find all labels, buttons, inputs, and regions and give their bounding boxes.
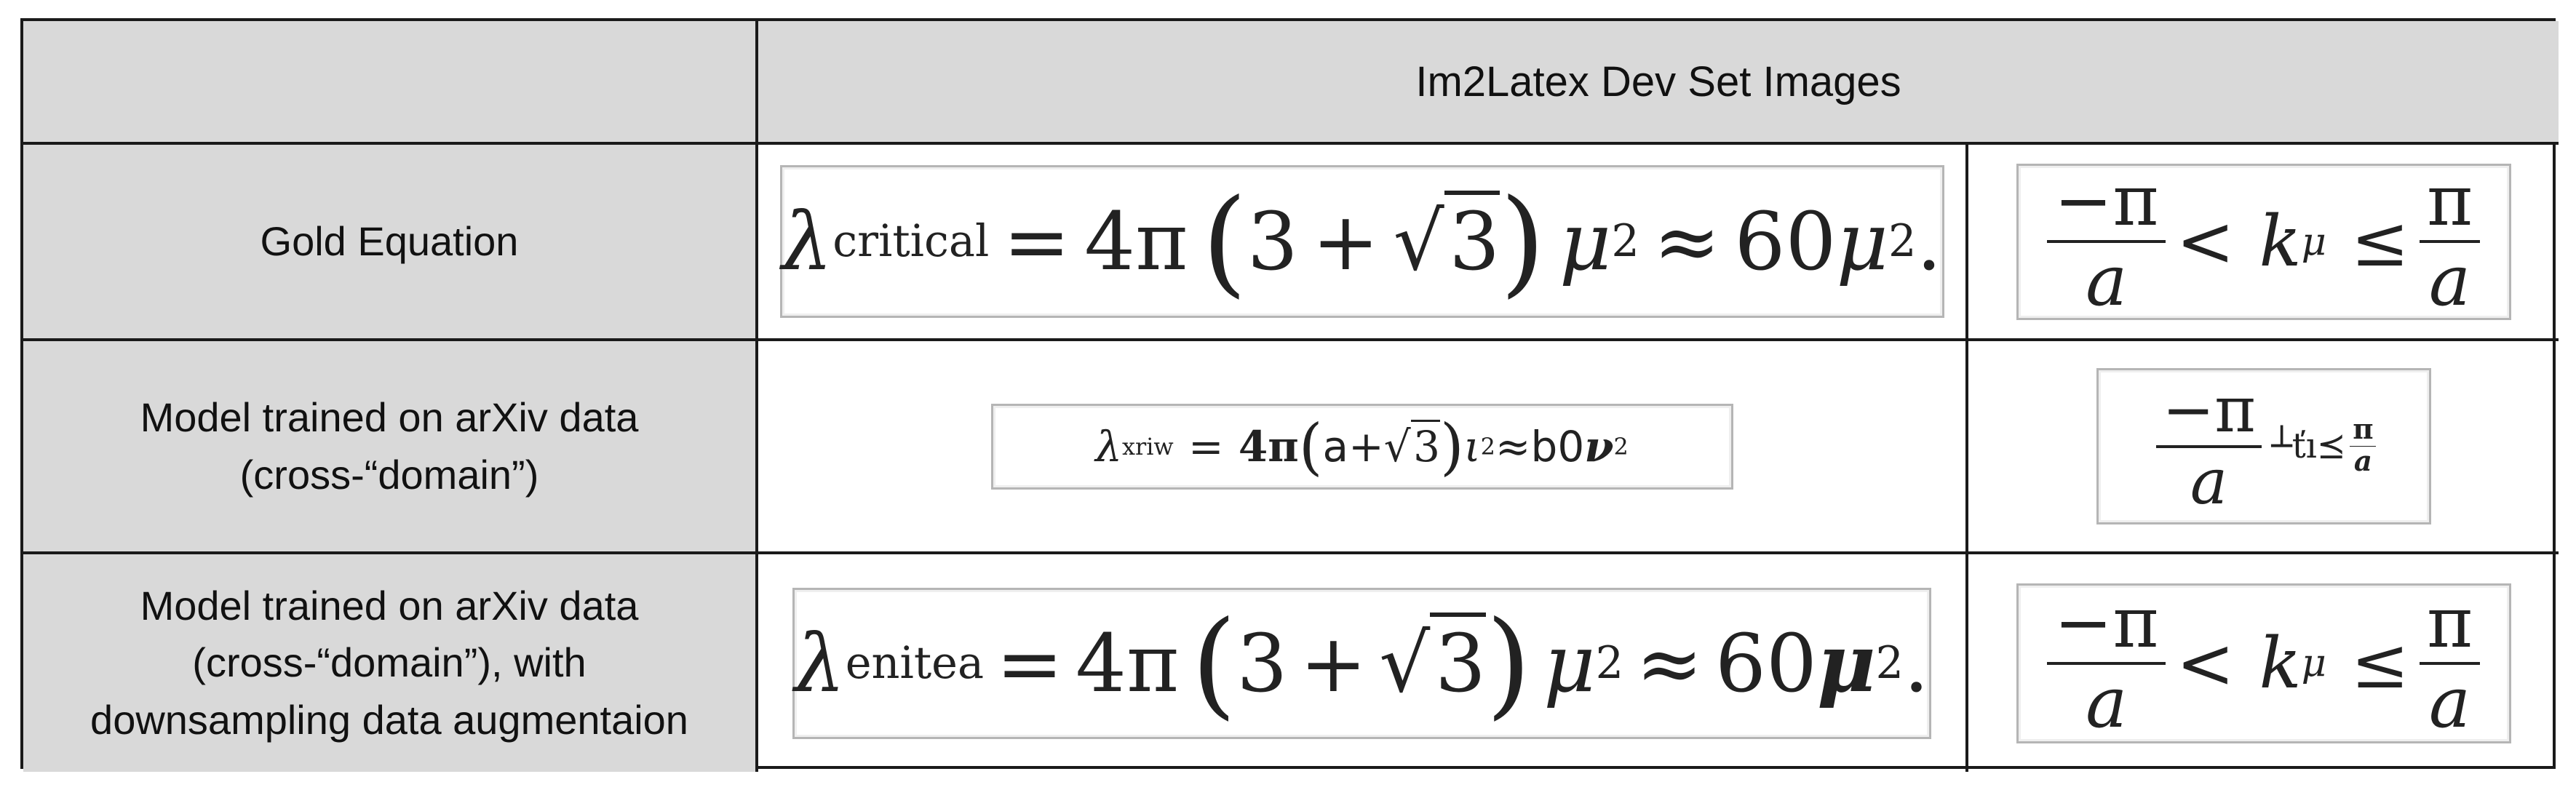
row-label-gold: Gold Equation	[23, 145, 758, 341]
corner-cell	[23, 21, 758, 145]
row-label-augmented: Model trained on arXiv data (cross-“doma…	[23, 554, 758, 772]
row-label-arxiv: Model trained on arXiv data (cross-“doma…	[23, 341, 758, 554]
table-header: Im2Latex Dev Set Images	[758, 21, 2559, 145]
